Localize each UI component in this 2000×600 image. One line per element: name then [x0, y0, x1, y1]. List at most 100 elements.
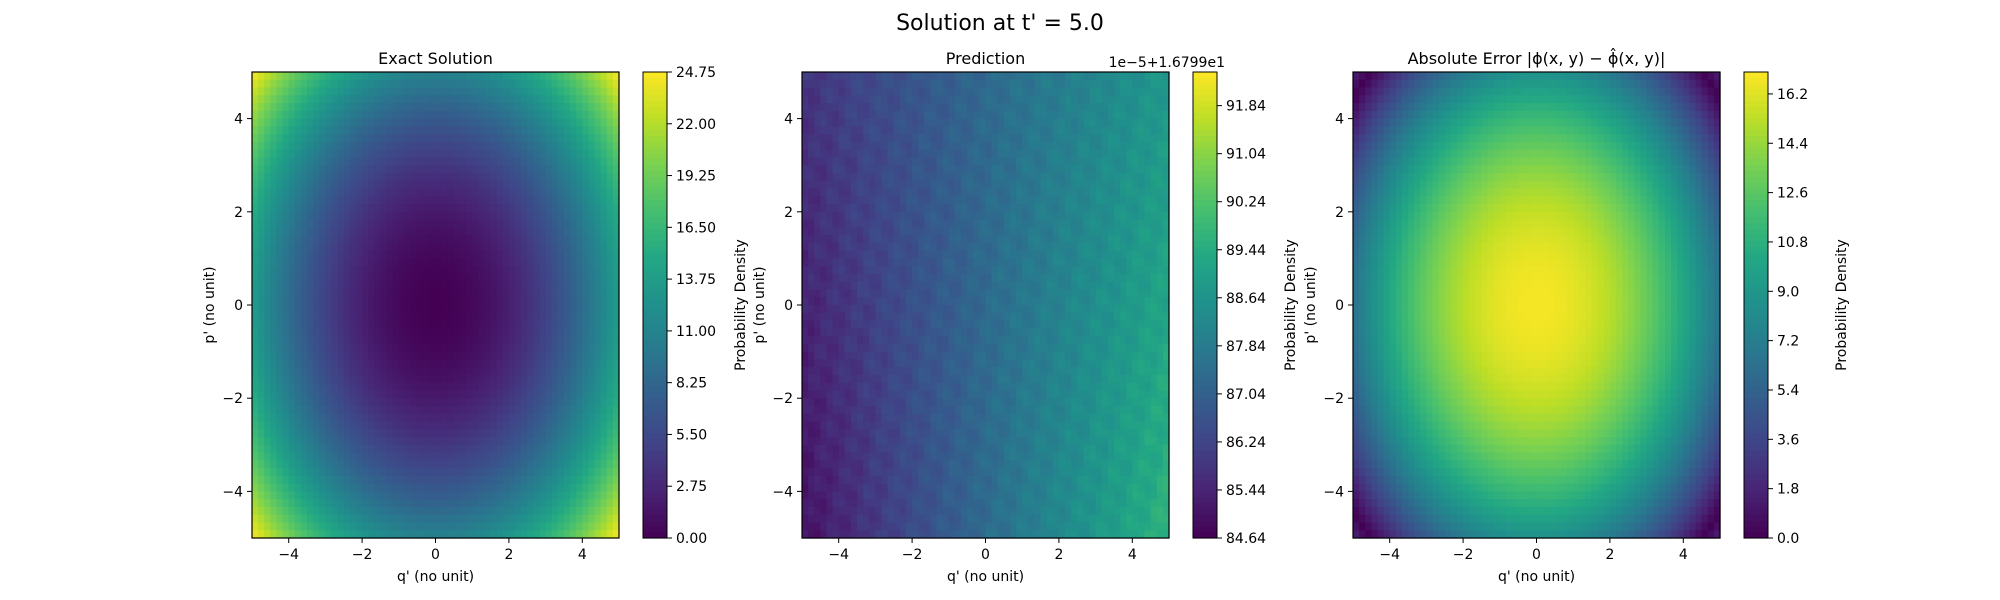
heatmap-cell [386, 227, 394, 236]
heatmap-cell [392, 204, 400, 213]
heatmap-cell [606, 110, 614, 120]
heatmap-cell [863, 483, 870, 492]
heatmap-cell [453, 506, 461, 516]
heatmap-cell [496, 273, 504, 283]
heatmap-cell [576, 351, 583, 360]
heatmap-cell [447, 305, 455, 314]
heatmap-cell [294, 499, 302, 508]
heatmap-cell [300, 126, 308, 135]
heatmap-cell [282, 429, 290, 438]
heatmap-cell [869, 491, 876, 500]
heatmap-cell [331, 421, 339, 430]
heatmap-cell [362, 514, 369, 524]
heatmap-cell [349, 530, 357, 539]
heatmap-cell [270, 320, 278, 329]
heatmap-cell [826, 172, 834, 182]
colorbar-segment [643, 124, 667, 131]
heatmap-cell [918, 188, 925, 197]
heatmap-cell [844, 281, 852, 291]
heatmap-cell [258, 110, 265, 120]
heatmap-cell [551, 530, 559, 539]
heatmap-cell [869, 134, 876, 143]
heatmap-cell [423, 204, 430, 213]
heatmap-cell [496, 157, 504, 166]
heatmap-cell [600, 312, 608, 322]
heatmap-cell [606, 79, 614, 89]
heatmap-cell [838, 405, 846, 415]
heatmap-cell [453, 157, 461, 166]
heatmap-cell [521, 103, 528, 112]
heatmap-cell [857, 250, 864, 259]
heatmap-cell [576, 522, 583, 531]
heatmap-cell [918, 87, 925, 96]
heatmap-cell [563, 514, 571, 524]
heatmap-cell [337, 188, 345, 197]
heatmap-cell [826, 491, 834, 500]
heatmap-cell [533, 72, 541, 81]
heatmap-cell [912, 165, 919, 174]
heatmap-cell [496, 250, 504, 259]
heatmap-cell [466, 343, 473, 353]
heatmap-cell [924, 305, 932, 314]
heatmap-cell [368, 336, 375, 345]
heatmap-cell [875, 103, 883, 112]
heatmap-cell [258, 305, 265, 314]
heatmap-cell [539, 312, 547, 322]
heatmap-cell [307, 320, 314, 329]
heatmap-cell [527, 475, 534, 485]
heatmap-cell [404, 72, 412, 81]
heatmap-cell [258, 491, 265, 500]
heatmap-cell [606, 211, 614, 221]
heatmap-cell [850, 506, 858, 516]
heatmap-cell [606, 165, 614, 174]
heatmap-cell [539, 165, 547, 174]
heatmap-cell [392, 530, 400, 539]
heatmap-cell [802, 328, 809, 337]
heatmap-cell [307, 460, 314, 469]
heatmap-cell [527, 367, 534, 376]
heatmap-cell [606, 103, 614, 112]
heatmap-cell [521, 180, 528, 190]
heatmap-cell [533, 499, 541, 508]
heatmap-cell [282, 374, 290, 384]
heatmap-cell [508, 219, 516, 228]
heatmap-cell [478, 242, 486, 252]
heatmap-cell [398, 374, 406, 384]
heatmap-cell [459, 204, 467, 213]
heatmap-cell [600, 188, 608, 197]
heatmap-cell [435, 305, 443, 314]
heatmap-cell [502, 118, 510, 127]
heatmap-cell [441, 95, 449, 104]
heatmap-cell [521, 196, 528, 205]
heatmap-cell [398, 95, 406, 104]
heatmap-cell [838, 336, 846, 345]
heatmap-cell [429, 320, 437, 329]
heatmap-cell [545, 141, 553, 151]
heatmap-cell [478, 320, 486, 329]
heatmap-cell [447, 320, 455, 329]
heatmap-cell [918, 103, 925, 112]
heatmap-cell [899, 413, 907, 423]
heatmap-cell [857, 413, 864, 423]
heatmap-cell [459, 320, 467, 329]
heatmap-cell [386, 103, 394, 112]
heatmap-cell [582, 172, 590, 182]
colorbar-segment [643, 287, 667, 294]
heatmap-cell [899, 382, 907, 392]
heatmap-cell [478, 475, 486, 485]
heatmap-cell [411, 530, 418, 539]
heatmap-cell [447, 506, 455, 516]
heatmap-cell [893, 172, 901, 182]
heatmap-cell [447, 211, 455, 221]
heatmap-cell [808, 250, 815, 259]
heatmap-cell [863, 87, 870, 96]
heatmap-cell [826, 79, 834, 89]
heatmap-cell [588, 227, 596, 236]
heatmap-cell [490, 180, 498, 190]
heatmap-cell [612, 468, 620, 477]
heatmap-cell [300, 367, 308, 376]
heatmap-cell [380, 452, 388, 461]
heatmap-cell [887, 273, 895, 283]
heatmap-cell [490, 413, 498, 423]
heatmap-cell [331, 72, 339, 81]
